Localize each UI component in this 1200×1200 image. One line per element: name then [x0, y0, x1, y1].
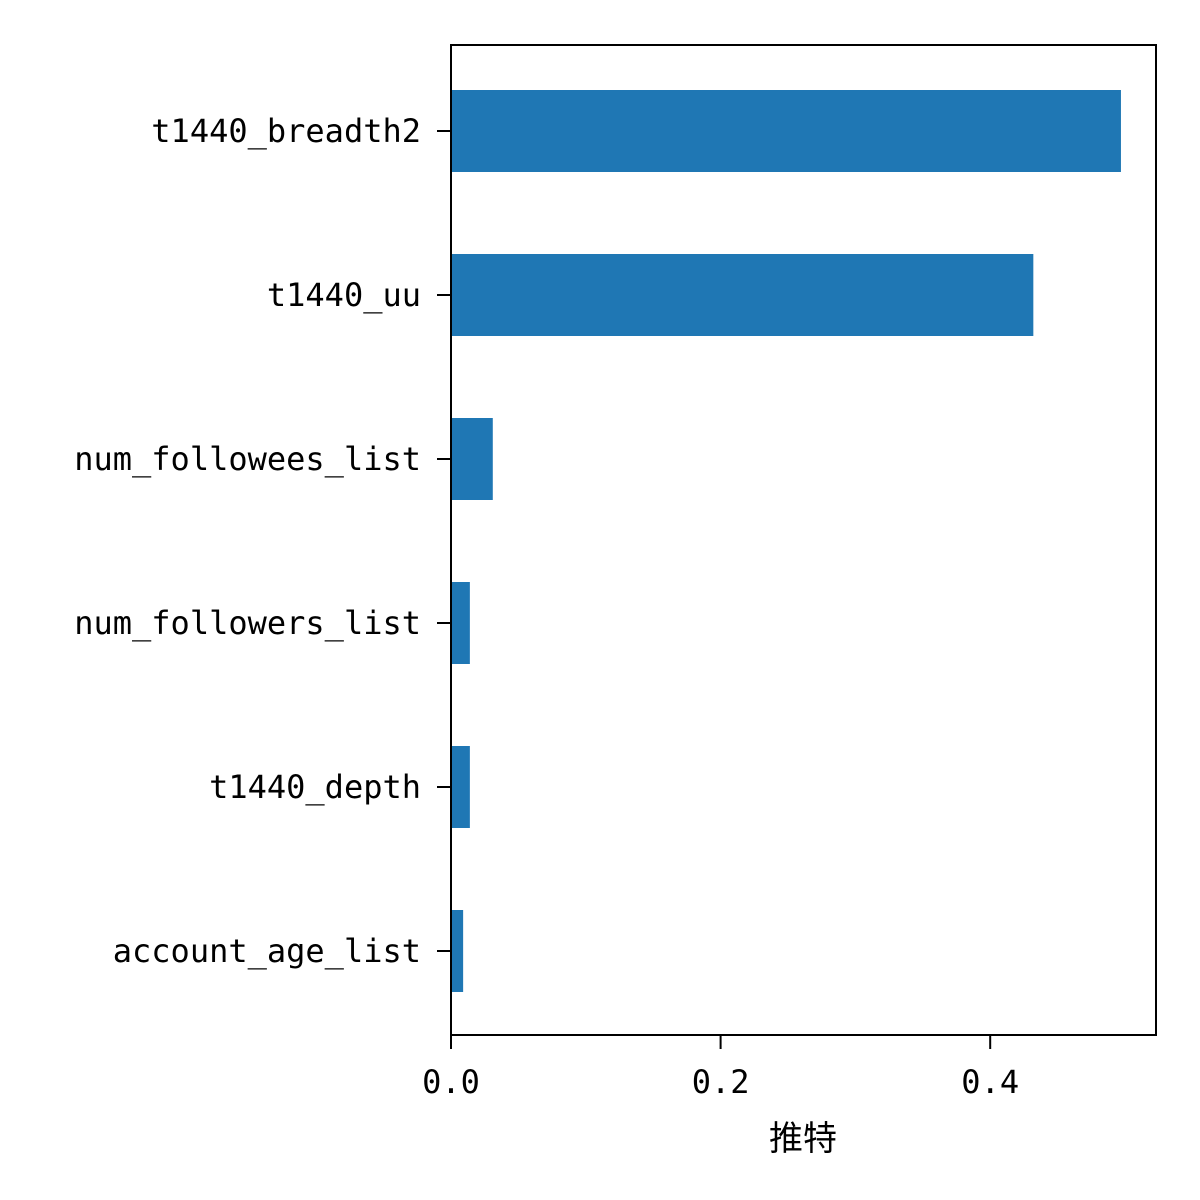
y-tick-label: num_followees_list	[74, 440, 421, 478]
x-tick-label: 0.2	[692, 1063, 750, 1101]
x-tick-label: 0.4	[961, 1063, 1019, 1101]
y-tick-label: t1440_depth	[209, 768, 421, 806]
y-tick-label: num_followers_list	[74, 604, 421, 642]
x-axis-label: 推特	[769, 1119, 837, 1159]
bar	[451, 418, 493, 500]
bar	[451, 910, 464, 992]
y-axis-ticks: t1440_breadth2 t1440_uu num_followees_list…	[74, 112, 451, 970]
bar	[451, 746, 470, 828]
bar	[451, 254, 1034, 336]
bars-layer	[451, 90, 1121, 992]
y-tick-label: t1440_uu	[267, 276, 421, 314]
y-tick-label: t1440_breadth2	[151, 112, 421, 150]
bar	[451, 90, 1121, 172]
x-tick-label: 0.0	[422, 1063, 480, 1101]
plot-frame	[450, 44, 1157, 1036]
y-tick-label: account_age_list	[113, 932, 421, 970]
x-axis-ticks: 0.0 0.2 0.4	[422, 1035, 1019, 1101]
bar	[451, 582, 470, 664]
